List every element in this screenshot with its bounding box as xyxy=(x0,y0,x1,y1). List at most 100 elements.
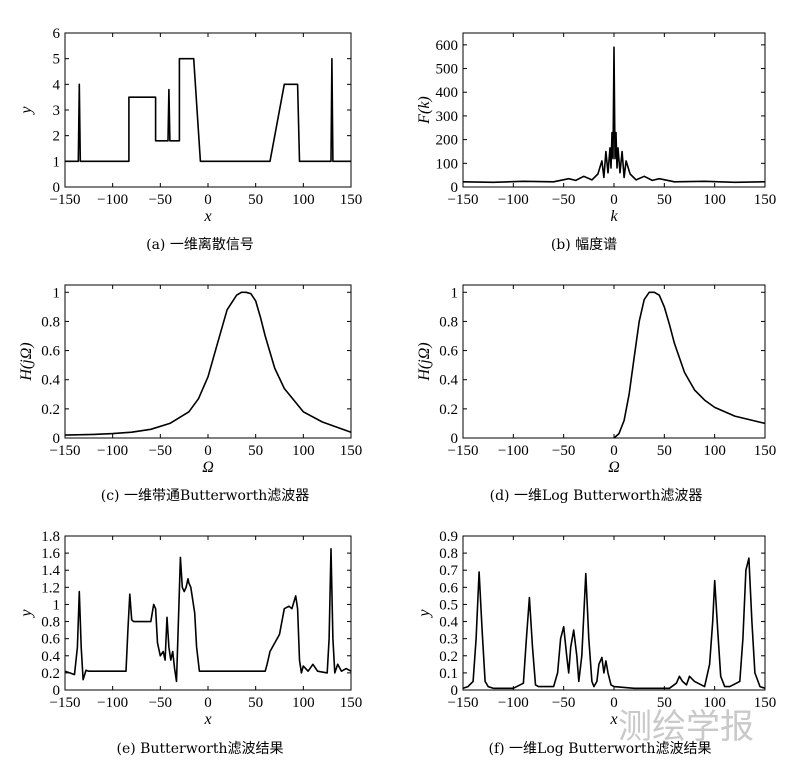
x-tick-label: 150 xyxy=(340,443,363,459)
y-tick-label: 1.4 xyxy=(41,563,60,579)
x-tick-label: −150 xyxy=(448,443,479,459)
x-tick-label: −50 xyxy=(149,443,172,459)
plot-frame-a xyxy=(64,32,352,188)
y-tick-label: 0.4 xyxy=(41,373,60,389)
x-axis-label: k xyxy=(610,208,618,225)
x-tick-label: 100 xyxy=(703,695,726,711)
y-tick-label: 6 xyxy=(53,26,61,42)
y-tick-label: 1 xyxy=(451,285,459,301)
y-tick-label: 0.4 xyxy=(439,615,458,631)
series-line-b xyxy=(462,46,766,184)
x-tick-label: 50 xyxy=(657,443,672,459)
x-tick-label: 100 xyxy=(292,695,315,711)
y-tick-label: 0.3 xyxy=(439,632,458,648)
plot-frame-d xyxy=(462,284,766,439)
panel-caption: (d) 一维Log Butterworth滤波器 xyxy=(490,488,703,504)
x-tick-label: −50 xyxy=(552,443,575,459)
y-tick-label: 0.6 xyxy=(41,344,60,360)
y-axis-label: H(jΩ) xyxy=(18,342,35,381)
y-tick-label: 5 xyxy=(53,52,61,68)
x-tick-label: 50 xyxy=(657,695,672,711)
y-tick-label: 600 xyxy=(436,38,459,54)
y-tick-label: 0 xyxy=(53,683,61,699)
y-tick-label: 0 xyxy=(53,180,61,196)
y-tick-label: 0 xyxy=(451,683,459,699)
x-tick-label: −50 xyxy=(149,695,172,711)
x-tick-label: 0 xyxy=(610,443,618,459)
x-tick-label: −150 xyxy=(448,192,479,208)
x-tick-label: 50 xyxy=(248,192,263,208)
x-tick-label: 150 xyxy=(754,192,777,208)
y-tick-label: 0.1 xyxy=(439,666,458,682)
x-tick-label: 100 xyxy=(703,192,726,208)
x-tick-label: −150 xyxy=(50,443,81,459)
x-tick-label: −100 xyxy=(97,192,128,208)
x-tick-label: 100 xyxy=(292,192,315,208)
x-tick-label: −150 xyxy=(50,192,81,208)
x-tick-label: 150 xyxy=(340,695,363,711)
y-tick-label: 0.4 xyxy=(439,373,458,389)
series-line-d xyxy=(613,291,766,439)
x-tick-label: 50 xyxy=(248,443,263,459)
panel-caption: (c) 一维带通Butterworth滤波器 xyxy=(101,488,310,504)
y-tick-label: 200 xyxy=(436,133,459,149)
y-tick-label: 1 xyxy=(53,154,61,170)
y-axis-label: H(jΩ) xyxy=(416,342,433,381)
y-tick-label: 4 xyxy=(53,77,61,93)
y-tick-label: 0.9 xyxy=(439,529,458,545)
x-tick-label: −100 xyxy=(97,695,128,711)
series-line-e xyxy=(64,547,352,683)
x-axis-label: x xyxy=(203,711,211,728)
y-tick-label: 0.2 xyxy=(439,402,458,418)
y-tick-label: 0.6 xyxy=(41,632,60,648)
y-tick-label: 0.8 xyxy=(41,615,60,631)
x-tick-label: −50 xyxy=(552,695,575,711)
y-tick-label: 0 xyxy=(451,431,459,447)
x-tick-label: 150 xyxy=(340,192,363,208)
x-axis-label: x xyxy=(609,711,617,728)
x-tick-label: 0 xyxy=(204,443,212,459)
y-axis-label: y xyxy=(18,106,35,116)
x-tick-label: 50 xyxy=(248,695,263,711)
x-tick-label: −50 xyxy=(149,192,172,208)
y-tick-label: 1 xyxy=(53,285,61,301)
series-line-c xyxy=(64,291,352,436)
y-tick-label: 0.8 xyxy=(439,546,458,562)
y-tick-label: 0.6 xyxy=(439,580,458,596)
x-tick-label: 0 xyxy=(610,192,618,208)
x-tick-label: 150 xyxy=(754,443,777,459)
y-tick-label: 500 xyxy=(436,62,459,78)
y-tick-label: 1.8 xyxy=(41,529,60,545)
series-line-f xyxy=(462,557,766,690)
y-tick-label: 0.8 xyxy=(41,314,60,330)
x-tick-label: 0 xyxy=(610,695,618,711)
y-axis-label: y xyxy=(18,609,35,619)
y-tick-label: 2 xyxy=(53,129,61,145)
panel-caption: (e) Butterworth滤波结果 xyxy=(117,741,284,757)
y-tick-label: 400 xyxy=(436,85,459,101)
y-tick-label: 0.8 xyxy=(439,314,458,330)
y-axis-label: y xyxy=(416,609,433,619)
watermark-text: 测绘学报 xyxy=(618,707,754,747)
x-tick-label: −100 xyxy=(498,443,529,459)
y-tick-label: 0.5 xyxy=(439,597,458,613)
x-tick-label: 100 xyxy=(292,443,315,459)
x-tick-label: 150 xyxy=(754,695,777,711)
x-tick-label: −50 xyxy=(552,192,575,208)
x-axis-label: Ω xyxy=(608,459,620,476)
panel-caption: (b) 幅度谱 xyxy=(551,237,617,253)
x-tick-label: −150 xyxy=(448,695,479,711)
panel-caption: (f) 一维Log Butterworth滤波结果 xyxy=(489,741,712,757)
y-tick-label: 300 xyxy=(436,109,459,125)
y-tick-label: 0.4 xyxy=(41,649,60,665)
x-tick-label: −150 xyxy=(50,695,81,711)
y-tick-label: 3 xyxy=(53,103,61,119)
x-tick-label: −100 xyxy=(498,695,529,711)
y-tick-label: 0.2 xyxy=(41,666,60,682)
x-axis-label: x xyxy=(203,208,211,225)
x-tick-label: −100 xyxy=(498,192,529,208)
y-tick-label: 0.6 xyxy=(439,344,458,360)
y-tick-label: 0.2 xyxy=(439,649,458,665)
x-tick-label: 0 xyxy=(204,695,212,711)
